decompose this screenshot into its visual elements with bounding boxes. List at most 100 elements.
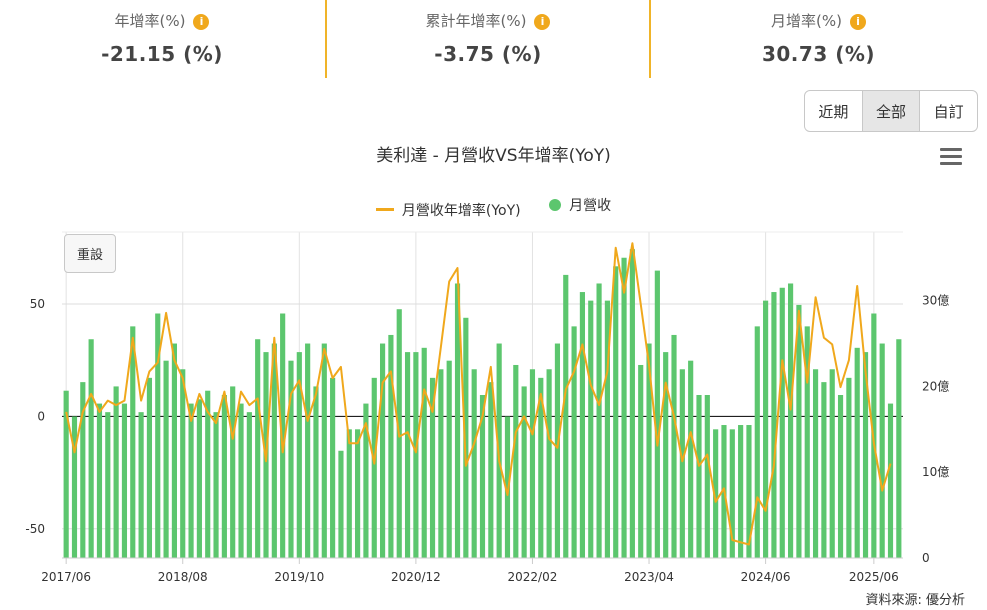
stat-yoy-label-row: 年增率(%) i — [0, 10, 324, 31]
revenue-bar — [221, 395, 227, 558]
revenue-bar — [454, 283, 461, 558]
revenue-bar — [196, 399, 202, 558]
revenue-bar — [255, 339, 261, 558]
revenue-bar — [588, 300, 594, 558]
revenue-bar — [471, 369, 477, 558]
revenue-bar — [213, 412, 219, 558]
stat-cumulative-label-row: 累計年增率(%) i — [327, 10, 649, 31]
stat-cumulative-label: 累計年增率(%) — [425, 12, 527, 30]
revenue-bar — [804, 326, 810, 558]
right-axis-tick-label: 0 — [922, 551, 930, 565]
legend-label-yoy: 月營收年增率(YoY) — [401, 202, 521, 219]
revenue-bar — [80, 382, 86, 558]
revenue-bar — [88, 339, 94, 558]
legend-item-yoy[interactable]: 月營收年增率(YoY) — [375, 200, 521, 220]
revenue-bar — [771, 292, 777, 558]
revenue-bar — [713, 429, 719, 558]
revenue-bar — [438, 369, 444, 558]
revenue-bar — [671, 334, 677, 558]
revenue-bar — [654, 270, 660, 558]
chart-title: 美利達 - 月營收VS年增率(YoY) — [376, 146, 611, 166]
revenue-bar — [121, 403, 128, 558]
revenue-bar — [379, 343, 386, 558]
range-recent-button[interactable]: 近期 — [805, 91, 863, 131]
revenue-bar — [521, 386, 527, 558]
revenue-bar — [171, 343, 177, 558]
revenue-bar — [754, 326, 760, 558]
revenue-bar — [563, 274, 569, 558]
legend-label-revenue: 月營收 — [569, 198, 612, 214]
revenue-bar — [538, 377, 544, 558]
legend-line-swatch — [375, 208, 394, 211]
revenue-bar — [180, 369, 186, 558]
revenue-bar — [463, 317, 469, 558]
revenue-bar — [688, 360, 694, 558]
right-axis-tick-label: 10億 — [922, 465, 949, 479]
revenue-bar — [446, 360, 452, 558]
revenue-bar — [821, 382, 827, 558]
revenue-bar — [879, 343, 885, 558]
right-axis-tick-label: 30億 — [922, 294, 949, 308]
x-tick-label: 2020/12 — [391, 570, 441, 584]
x-tick-label: 2023/04 — [624, 570, 674, 584]
revenue-bar — [763, 300, 769, 558]
reset-zoom-button[interactable]: 重設 — [64, 234, 116, 273]
stat-mom: 月增率(%) i 30.73 (%) — [650, 0, 987, 78]
range-all-button[interactable]: 全部 — [862, 91, 921, 131]
revenue-bar — [621, 257, 627, 558]
revenue-bar — [246, 412, 252, 558]
revenue-bar — [363, 403, 369, 558]
revenue-bar — [488, 382, 494, 558]
right-axis-tick-label: 20億 — [922, 379, 949, 393]
revenue-bar — [205, 390, 211, 558]
legend-item-revenue[interactable]: 月營收 — [549, 195, 611, 215]
revenue-bar — [288, 360, 294, 558]
revenue-bar — [155, 313, 161, 558]
revenue-bar — [230, 386, 236, 558]
stat-cumulative-value: -3.75 (%) — [434, 42, 542, 66]
stat-yoy-value: -21.15 (%) — [101, 42, 223, 66]
x-tick-label: 2019/10 — [274, 570, 324, 584]
revenue-bar — [646, 343, 652, 558]
stat-mom-label: 月增率(%) — [771, 12, 842, 30]
revenue-bar — [554, 343, 561, 558]
revenue-bar — [479, 395, 486, 558]
revenue-bar — [638, 364, 644, 558]
revenue-bar — [388, 334, 394, 558]
revenue-bar — [604, 300, 610, 558]
revenue-bar — [421, 347, 427, 558]
revenue-bar — [404, 352, 411, 558]
x-tick-label: 2018/08 — [158, 570, 208, 584]
revenue-bar — [862, 352, 869, 558]
revenue-bar — [613, 266, 619, 558]
chart-legend: 月營收年增率(YoY) 月營收 — [0, 195, 987, 220]
revenue-bar — [138, 412, 144, 558]
revenue-bar — [413, 352, 419, 558]
stat-yoy-label: 年增率(%) — [114, 12, 186, 30]
hamburger-menu-icon[interactable] — [940, 148, 962, 166]
info-icon[interactable]: i — [849, 14, 866, 30]
revenue-bar — [280, 313, 286, 558]
revenue-bar — [146, 377, 153, 558]
stat-mom-label-row: 月增率(%) i — [650, 10, 987, 31]
revenue-bar — [355, 429, 361, 558]
revenue-bar — [779, 287, 785, 558]
revenue-bar — [679, 369, 685, 558]
legend-dot-swatch — [549, 199, 562, 211]
revenue-bar — [729, 429, 735, 558]
revenue-bar — [271, 343, 277, 558]
revenue-bar — [846, 377, 852, 558]
revenue-bar — [513, 364, 519, 558]
stat-yoy: 年增率(%) i -21.15 (%) — [0, 0, 324, 78]
stat-cumulative-yoy: 累計年增率(%) i -3.75 (%) — [325, 0, 651, 78]
info-icon[interactable]: i — [534, 14, 551, 30]
revenue-bar — [896, 339, 902, 558]
revenue-bar — [330, 377, 336, 558]
left-axis-tick-label: 0 — [37, 409, 45, 423]
revenue-bar — [596, 283, 602, 558]
x-tick-label: 2017/06 — [41, 570, 91, 584]
revenue-bar — [738, 425, 744, 558]
info-icon[interactable]: i — [193, 14, 210, 30]
range-custom-button[interactable]: 自訂 — [933, 102, 964, 121]
